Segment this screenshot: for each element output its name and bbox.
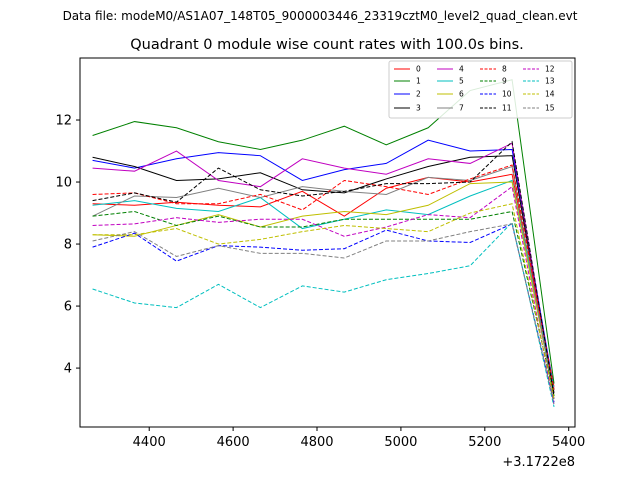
series-line-10 <box>92 223 555 403</box>
legend-label: 8 <box>502 65 507 74</box>
legend-entry: 6 <box>437 90 464 99</box>
legend-entry: 11 <box>480 104 512 113</box>
legend-entry: 13 <box>523 77 555 86</box>
x-tick-label: 4400 <box>133 435 166 450</box>
series-line-14 <box>92 203 555 400</box>
legend-frame <box>388 60 573 119</box>
y-tick-label: 8 <box>64 238 72 253</box>
legend-entry: 2 <box>394 90 421 99</box>
legend-entry: 15 <box>523 104 555 113</box>
legend-label: 6 <box>459 90 464 99</box>
legend-entry: 9 <box>480 77 507 86</box>
y-tick-label: 4 <box>64 362 72 377</box>
legend-entry: 5 <box>437 77 464 86</box>
legend-label: 1 <box>416 77 421 86</box>
series-line-15 <box>92 223 555 404</box>
series-line-2 <box>92 139 555 390</box>
series-line-7 <box>92 165 555 400</box>
legend-entry: 12 <box>523 65 555 74</box>
chart-title: Quadrant 0 module wise count rates with … <box>130 37 524 53</box>
x-tick-label: 4800 <box>300 435 333 450</box>
series-line-4 <box>92 142 555 400</box>
series-line-11 <box>92 140 555 397</box>
legend-entry: 1 <box>394 77 421 86</box>
x-tick-label: 5400 <box>552 435 585 450</box>
series-line-1 <box>92 79 555 384</box>
legend-label: 10 <box>502 90 512 99</box>
y-tick-label: 10 <box>55 176 72 191</box>
y-tick-label: 12 <box>55 114 72 129</box>
x-tick-label: 5200 <box>468 435 501 450</box>
series-line-13 <box>92 221 555 407</box>
legend-label: 11 <box>502 104 512 113</box>
series-line-9 <box>92 210 555 397</box>
legend-entry: 8 <box>480 65 507 74</box>
legend-label: 2 <box>416 90 421 99</box>
series-line-5 <box>92 179 555 390</box>
y-axis: 4 6 8 10 12 <box>55 114 80 377</box>
legend-label: 12 <box>545 65 555 74</box>
legend-label: 7 <box>459 104 464 113</box>
series-line-3 <box>92 155 555 393</box>
legend-label: 13 <box>545 77 555 86</box>
x-axis-offset-label: +3.1722e8 <box>502 455 575 470</box>
legend-entry: 10 <box>480 90 512 99</box>
plot-lines <box>92 79 555 407</box>
legend-label: 14 <box>545 90 555 99</box>
legend-entry: 0 <box>394 65 421 74</box>
x-tick-label: 5000 <box>384 435 417 450</box>
series-line-6 <box>92 181 555 397</box>
legend-label: 5 <box>459 77 464 86</box>
legend-label: 15 <box>545 104 555 113</box>
legend-entry: 7 <box>437 104 464 113</box>
legend-entry: 14 <box>523 90 555 99</box>
legend-entry: 3 <box>394 104 421 113</box>
legend-label: 0 <box>416 65 421 74</box>
legend-label: 4 <box>459 65 464 74</box>
series-line-8 <box>92 164 555 390</box>
x-tick-label: 4600 <box>217 435 250 450</box>
series-line-12 <box>92 185 555 406</box>
legend-entry: 4 <box>437 65 464 74</box>
axes-frame <box>79 57 576 428</box>
figure-suptitle: Data file: modeM0/AS1A07_148T05_90000034… <box>63 9 578 23</box>
legend-label: 9 <box>502 77 507 86</box>
x-axis: 4400 4600 4800 5000 5200 5400 <box>133 427 585 450</box>
legend-label: 3 <box>416 104 421 113</box>
series-line-0 <box>92 173 555 387</box>
y-tick-label: 6 <box>64 300 72 315</box>
